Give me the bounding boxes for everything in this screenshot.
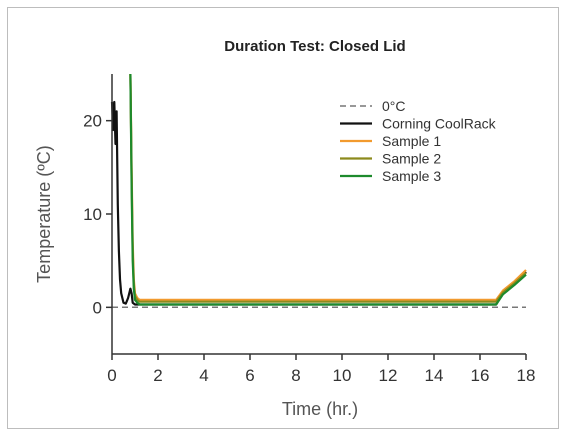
plot-lines xyxy=(110,73,527,309)
legend-label: Corning CoolRack xyxy=(382,116,497,132)
x-axis-label: Time (hr.) xyxy=(282,399,358,419)
y-axis-label: Temperature (ºC) xyxy=(34,145,54,283)
legend-label: Sample 3 xyxy=(382,168,441,184)
legend-label: Sample 2 xyxy=(382,151,441,167)
x-tick-label: 0 xyxy=(107,366,116,385)
y-ticks: 0 10 20 xyxy=(83,112,112,317)
series-line-3 xyxy=(129,73,527,303)
series-line-2 xyxy=(129,73,527,301)
legend-label: 0°C xyxy=(382,98,406,114)
x-tick-label: 10 xyxy=(333,366,352,385)
series-line-1 xyxy=(110,100,527,306)
x-tick-label: 2 xyxy=(153,366,162,385)
y-tick-label: 0 xyxy=(93,298,102,317)
legend-label: Sample 1 xyxy=(382,133,441,149)
series-line-4 xyxy=(129,73,527,306)
x-tick-label: 18 xyxy=(517,366,536,385)
y-tick-label: 20 xyxy=(83,112,102,131)
x-ticks: 0 2 4 6 8 10 12 14 16 18 xyxy=(107,354,535,385)
x-tick-label: 6 xyxy=(245,366,254,385)
x-tick-label: 8 xyxy=(291,366,300,385)
x-tick-label: 12 xyxy=(379,366,398,385)
chart-frame xyxy=(7,7,559,429)
x-tick-label: 4 xyxy=(199,366,208,385)
x-tick-label: 16 xyxy=(471,366,490,385)
x-tick-label: 14 xyxy=(425,366,444,385)
y-tick-label: 10 xyxy=(83,205,102,224)
chart-title: Duration Test: Closed Lid xyxy=(224,38,405,55)
